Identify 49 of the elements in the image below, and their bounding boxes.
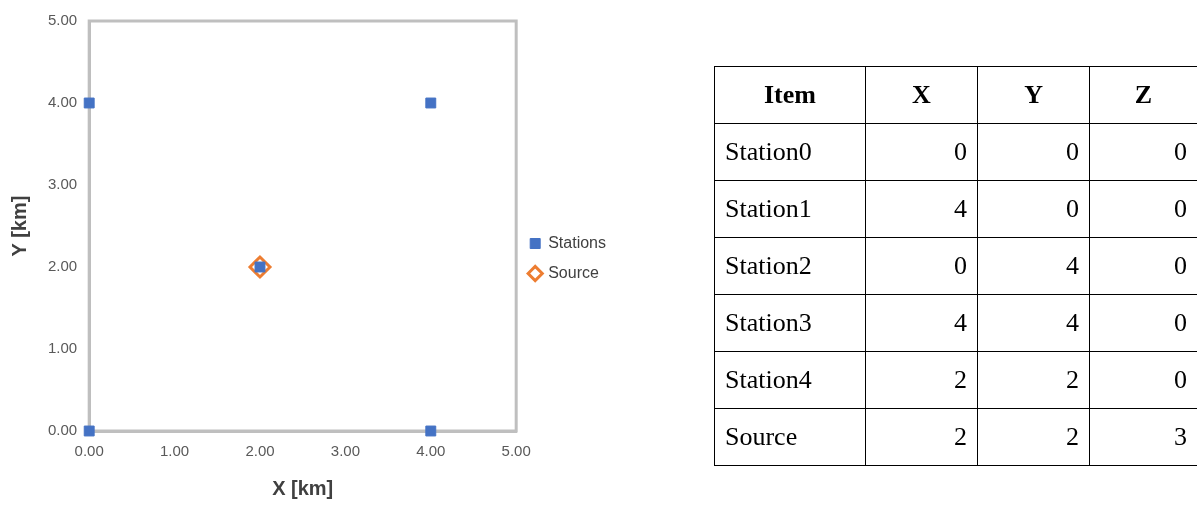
data-label: 0 [1089, 351, 1197, 409]
data-label: 2 [977, 408, 1090, 466]
y-axis-title: Y [km] [7, 195, 30, 257]
data-label: 4 [865, 180, 978, 238]
text: X [865, 66, 978, 124]
category-label: Station0 [714, 123, 866, 181]
y-tick-label: 0.00 [47, 421, 78, 439]
data-label: 2 [977, 351, 1090, 409]
data-label: 2 [865, 351, 978, 409]
x-tick-label: 0.00 [74, 442, 104, 460]
data-label: 4 [977, 237, 1090, 295]
y-tick-label: 5.00 [47, 11, 78, 29]
category-label: Source [714, 408, 866, 466]
text: Item [714, 66, 866, 124]
category-label: Station2 [714, 237, 866, 295]
point [425, 425, 437, 437]
category-label: Station4 [714, 351, 866, 409]
category-label: Station1 [714, 180, 866, 238]
y-tick-label: 1.00 [47, 339, 78, 357]
legend-label: Stations [548, 233, 606, 251]
data-label: 0 [977, 180, 1090, 238]
data-label: 4 [977, 294, 1090, 352]
x-tick-label: 2.00 [245, 442, 275, 460]
y-tick-label: 3.00 [47, 175, 78, 193]
x-tick-label: 4.00 [416, 442, 446, 460]
legend-label: Z [1089, 66, 1197, 124]
data-label: 3 [1089, 408, 1197, 466]
data-label: 0 [977, 123, 1090, 181]
point [83, 97, 95, 109]
y-tick-label: 2.00 [47, 257, 78, 275]
data-label: 0 [1089, 180, 1197, 238]
point [425, 97, 437, 109]
point [248, 255, 272, 279]
point [83, 425, 95, 437]
category-label: Station3 [714, 294, 866, 352]
data-label: 0 [1089, 237, 1197, 295]
data-label: 0 [1089, 123, 1197, 181]
data-label: 0 [1089, 294, 1197, 352]
legend-label: Source [548, 263, 599, 281]
x-tick-label: 3.00 [330, 442, 360, 460]
x-tick-label: 5.00 [501, 442, 531, 460]
y-tick-label: 4.00 [47, 93, 78, 111]
data-label: 0 [865, 237, 978, 295]
data-label: 4 [865, 294, 978, 352]
x-tick-label: 1.00 [159, 442, 190, 460]
data-label: 2 [865, 408, 978, 466]
data-label: 0 [865, 123, 978, 181]
x-axis-title: X [km] [272, 476, 334, 499]
legend-label: Y [977, 66, 1090, 124]
